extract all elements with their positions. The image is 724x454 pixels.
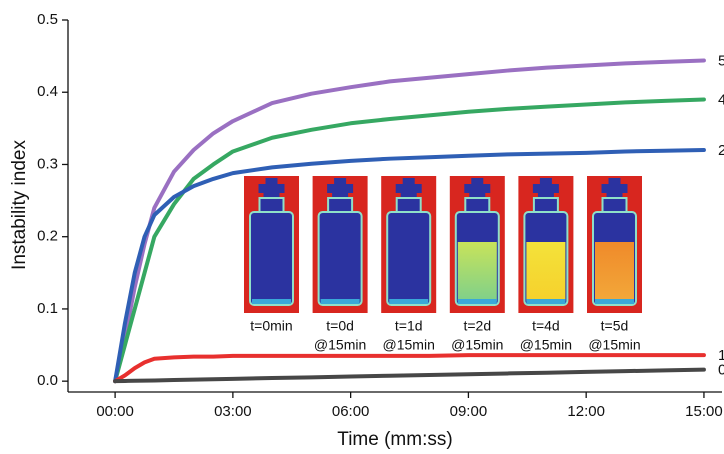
- inset-label: @15min: [383, 337, 435, 353]
- inset-label: t=1d: [395, 318, 423, 334]
- vial-neck: [328, 198, 352, 212]
- x-tick-label: 03:00: [214, 403, 252, 420]
- y-tick-label: 0.2: [37, 228, 58, 245]
- inset-label: t=5d: [601, 318, 629, 334]
- vial-neck: [465, 198, 489, 212]
- vial-liquid: [526, 242, 565, 301]
- vial-base: [389, 299, 428, 304]
- vial-neck: [260, 198, 284, 212]
- inset-label: t=4d: [532, 318, 560, 334]
- series-label: 2 day: [718, 142, 724, 159]
- vial-image: [313, 176, 368, 313]
- inset: t=0min t=0d @15min t=1d @15min t=2d @15min t=4d…: [244, 176, 642, 353]
- inset-label: @15min: [520, 337, 572, 353]
- vial-base: [252, 299, 291, 304]
- x-tick-label: 09:00: [450, 403, 488, 420]
- series-label: 0 day: [718, 362, 724, 379]
- inset-label: @15min: [588, 337, 640, 353]
- vial-image: [381, 176, 436, 313]
- y-tick-label: 0.0: [37, 372, 58, 389]
- series-label: 5 day: [718, 52, 724, 69]
- x-tick-label: 12:00: [567, 403, 605, 420]
- vial-liquid: [595, 242, 634, 301]
- vial-body: [387, 212, 430, 305]
- vial-neck: [397, 198, 421, 212]
- y-axis-title: Instability index: [9, 140, 30, 270]
- y-tick-label: 0.3: [37, 155, 58, 172]
- inset-label: t=0min: [250, 318, 292, 334]
- y-tick-label: 0.1: [37, 300, 58, 317]
- vial-neck: [603, 198, 627, 212]
- inset-label: t=2d: [463, 318, 491, 334]
- inset-label: @15min: [314, 337, 366, 353]
- x-axis-title: Time (mm:ss): [337, 429, 452, 450]
- x-tick-label: 00:00: [96, 403, 134, 420]
- vial-neck: [534, 198, 558, 212]
- vial-base: [321, 299, 360, 304]
- vial-image: [587, 176, 642, 313]
- vial-image: [450, 176, 505, 313]
- vial-base: [595, 299, 634, 304]
- vial-base: [458, 299, 497, 304]
- inset-label: @15min: [451, 337, 503, 353]
- series-line: [115, 370, 704, 382]
- series-label: 4 day: [718, 91, 724, 108]
- inset-label: t=0d: [326, 318, 354, 334]
- chart: Time (mm:ss) Instability index 0.0 0.1 0.2…: [0, 0, 724, 454]
- y-tick-label: 0.4: [37, 83, 58, 100]
- vial-image: [518, 176, 573, 313]
- vial-base: [526, 299, 565, 304]
- y-tick-label: 0.5: [37, 11, 58, 28]
- vial-liquid: [458, 242, 497, 301]
- vial-body: [250, 212, 293, 305]
- x-tick-label: 15:00: [685, 403, 723, 420]
- vial-body: [319, 212, 362, 305]
- x-tick-label: 06:00: [332, 403, 370, 420]
- vial-image: [244, 176, 299, 313]
